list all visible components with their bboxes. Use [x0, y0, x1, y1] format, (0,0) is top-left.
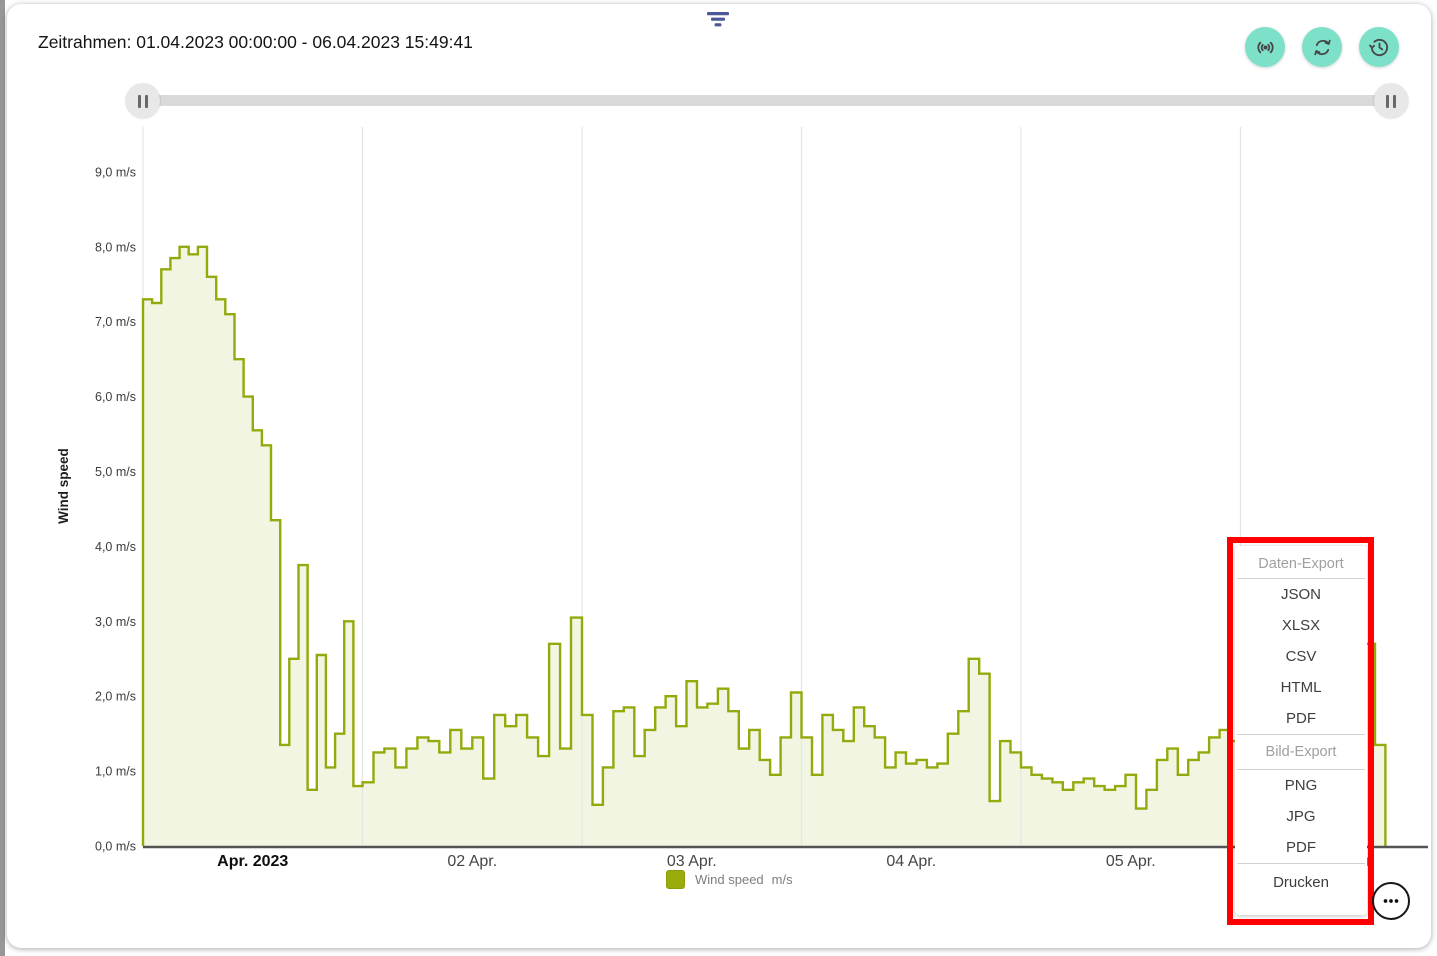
live-signal-icon	[1256, 41, 1274, 53]
menu-divider	[1237, 734, 1365, 735]
x-axis-label: 04 Apr.	[886, 853, 936, 870]
slider-handle-left[interactable]	[126, 84, 160, 118]
slider-track[interactable]	[152, 95, 1380, 106]
more-options-button[interactable]	[1372, 882, 1410, 920]
x-axis-label: Apr. 2023	[217, 853, 288, 870]
legend-unit: m/s	[771, 872, 793, 887]
x-axis-label: 02 Apr.	[447, 853, 497, 870]
slider-handle-right[interactable]	[1374, 84, 1408, 118]
y-axis-tick-label: 4,0 m/s	[95, 540, 136, 554]
export-menu: Daten-Export JSON XLSX CSV HTML PDF Bild…	[1235, 546, 1367, 915]
menu-item-pdf-data[interactable]: PDF	[1286, 710, 1316, 727]
y-axis-tick-label: 1,0 m/s	[95, 765, 136, 779]
menu-divider	[1237, 769, 1365, 770]
history-restore-icon	[1368, 38, 1388, 56]
menu-item-drucken[interactable]: Drucken	[1273, 874, 1329, 891]
y-axis-tick-label: 7,0 m/s	[95, 315, 136, 329]
legend: Wind speed m/s	[666, 870, 793, 889]
grip-bar-icon	[138, 94, 141, 108]
menu-section-bild-export: Bild-Export	[1265, 744, 1337, 760]
legend-swatch[interactable]	[666, 870, 685, 889]
menu-divider	[1237, 863, 1365, 864]
menu-item-png[interactable]: PNG	[1284, 777, 1318, 794]
y-axis-tick-label: 3,0 m/s	[95, 615, 136, 629]
grip-bar-icon	[1393, 94, 1396, 108]
menu-item-pdf-image[interactable]: PDF	[1286, 839, 1316, 856]
y-axis-tick-label: 8,0 m/s	[95, 240, 136, 254]
history-button[interactable]	[1359, 27, 1399, 67]
timeframe-title: Zeitrahmen: 01.04.2023 00:00:00 - 06.04.…	[38, 32, 473, 52]
filter-funnel-icon	[707, 11, 729, 26]
y-axis-title: Wind speed	[56, 448, 71, 524]
y-axis-tick-label: 9,0 m/s	[95, 165, 136, 179]
grip-bar-icon	[1386, 94, 1389, 108]
ellipsis-icon	[1383, 899, 1399, 903]
filter-icon[interactable]	[702, 10, 734, 32]
refresh-icon	[1313, 39, 1331, 55]
legend-label: Wind speed	[695, 872, 764, 887]
menu-item-html[interactable]: HTML	[1280, 679, 1322, 696]
x-axis-label: 05 Apr.	[1106, 853, 1156, 870]
x-axis-label: 03 Apr.	[667, 853, 717, 870]
menu-item-json[interactable]: JSON	[1280, 586, 1321, 603]
menu-item-xlsx[interactable]: XLSX	[1281, 617, 1321, 634]
wind-speed-line	[141, 245, 1387, 846]
y-axis-tick-label: 2,0 m/s	[95, 690, 136, 704]
live-button[interactable]	[1245, 27, 1285, 67]
toolbar	[1245, 27, 1399, 67]
window-edge	[0, 0, 5, 956]
menu-section-daten-export: Daten-Export	[1258, 556, 1344, 572]
menu-divider	[1237, 578, 1365, 579]
refresh-button[interactable]	[1302, 27, 1342, 67]
grip-bar-icon	[145, 94, 148, 108]
menu-item-csv[interactable]: CSV	[1285, 648, 1317, 665]
y-axis-tick-label: 0,0 m/s	[95, 840, 136, 854]
menu-item-jpg[interactable]: JPG	[1286, 808, 1316, 825]
y-axis-tick-label: 6,0 m/s	[95, 390, 136, 404]
y-axis-tick-label: 5,0 m/s	[95, 465, 136, 479]
